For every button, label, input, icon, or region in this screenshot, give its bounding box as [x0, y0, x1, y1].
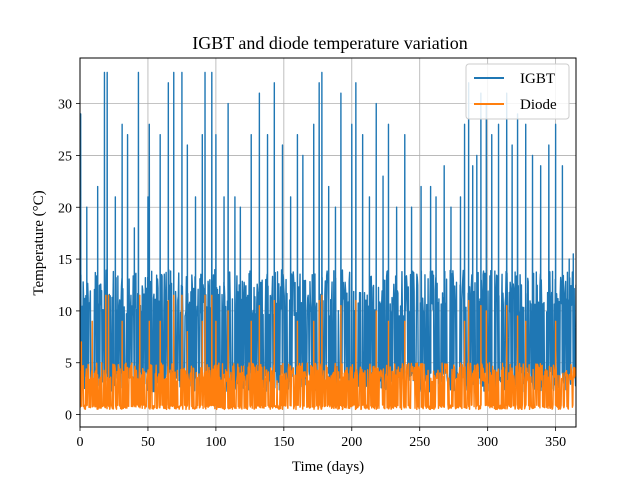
y-tick-label: 15	[58, 253, 72, 268]
y-tick-label: 20	[58, 201, 72, 216]
x-axis-label: Time (days)	[292, 459, 364, 475]
x-tick-label: 100	[205, 435, 226, 450]
plot-frame	[79, 57, 577, 428]
chart-title: IGBT and diode temperature variation	[192, 33, 468, 53]
y-tick-label: 30	[58, 98, 72, 113]
legend: IGBT Diode	[465, 63, 570, 120]
y-axis-label: Temperature (°C)	[31, 190, 47, 295]
y-tick-label: 5	[65, 357, 72, 372]
y-tick-label: 10	[58, 305, 72, 320]
x-tick-label: 350	[545, 435, 566, 450]
y-tick-label: 0	[65, 409, 72, 424]
x-tick-label: 250	[409, 435, 430, 450]
legend-label-diode: Diode	[520, 97, 557, 113]
x-tick-label: 50	[141, 435, 155, 450]
legend-label-igbt: IGBT	[520, 71, 555, 87]
y-tick-label: 25	[58, 149, 72, 164]
x-tick-label: 300	[477, 435, 498, 450]
x-tick-label: 0	[77, 435, 84, 450]
x-tick-label: 200	[341, 435, 362, 450]
series-layer	[80, 71, 576, 411]
series-line-diode	[80, 294, 576, 411]
ticks: 0 50 100 150 200 250 300 350 0 5 10 15 20 25 30	[58, 98, 566, 450]
x-tick-label: 150	[273, 435, 294, 450]
